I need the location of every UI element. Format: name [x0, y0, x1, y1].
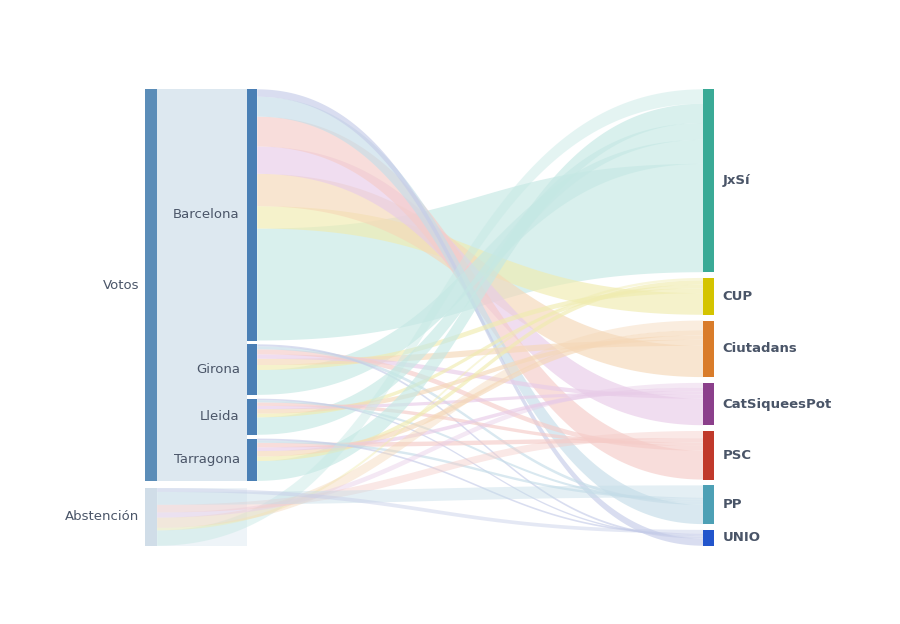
Bar	[247, 89, 257, 341]
Polygon shape	[257, 391, 703, 409]
Text: CUP: CUP	[723, 290, 753, 303]
Polygon shape	[257, 344, 703, 539]
Text: PSC: PSC	[723, 449, 752, 462]
Bar	[703, 530, 715, 546]
Polygon shape	[158, 431, 703, 512]
Bar	[703, 321, 715, 377]
Polygon shape	[158, 89, 247, 481]
Polygon shape	[257, 388, 703, 451]
Bar	[145, 488, 158, 546]
Text: Votos: Votos	[103, 278, 139, 291]
Polygon shape	[257, 336, 703, 414]
Polygon shape	[257, 97, 703, 524]
Polygon shape	[257, 147, 703, 425]
Polygon shape	[257, 206, 703, 314]
Polygon shape	[257, 441, 703, 500]
Bar	[158, 89, 247, 481]
Polygon shape	[158, 485, 703, 505]
Bar	[703, 278, 715, 314]
Polygon shape	[257, 349, 703, 451]
Polygon shape	[257, 399, 703, 537]
Text: Abstención: Abstención	[65, 510, 139, 524]
Polygon shape	[257, 174, 703, 377]
Polygon shape	[158, 383, 703, 517]
Text: Tarragona: Tarragona	[174, 453, 239, 466]
Polygon shape	[257, 89, 703, 546]
Text: Barcelona: Barcelona	[173, 208, 239, 222]
Polygon shape	[158, 135, 247, 435]
Bar	[158, 488, 247, 546]
Polygon shape	[158, 488, 703, 534]
Polygon shape	[158, 89, 703, 546]
Bar	[247, 399, 257, 435]
Text: UNIO: UNIO	[723, 531, 760, 544]
Polygon shape	[257, 117, 703, 480]
Bar	[247, 344, 257, 395]
Polygon shape	[257, 288, 703, 370]
Polygon shape	[257, 164, 703, 341]
Polygon shape	[257, 438, 703, 447]
Text: CatSiqueesPot: CatSiqueesPot	[723, 397, 832, 411]
Polygon shape	[257, 346, 703, 505]
Text: JxSí: JxSí	[723, 174, 751, 187]
Polygon shape	[257, 340, 703, 365]
Polygon shape	[257, 402, 703, 446]
Polygon shape	[257, 140, 703, 395]
Bar	[703, 485, 715, 524]
Text: PP: PP	[723, 498, 742, 511]
Polygon shape	[158, 321, 703, 528]
Bar	[145, 89, 158, 481]
Bar	[247, 439, 257, 481]
Polygon shape	[158, 89, 247, 481]
Polygon shape	[257, 104, 703, 481]
Polygon shape	[257, 123, 703, 435]
Bar	[703, 383, 715, 425]
Polygon shape	[257, 285, 703, 417]
Polygon shape	[257, 439, 703, 535]
Polygon shape	[158, 278, 703, 530]
Text: Girona: Girona	[196, 363, 239, 376]
Polygon shape	[158, 175, 247, 395]
Text: Lleida: Lleida	[200, 410, 239, 423]
Polygon shape	[257, 330, 703, 457]
Bar	[703, 89, 715, 272]
Polygon shape	[257, 400, 703, 502]
Polygon shape	[257, 280, 703, 461]
Bar	[703, 431, 715, 480]
Polygon shape	[257, 354, 703, 399]
Text: Ciutadans: Ciutadans	[723, 343, 797, 355]
